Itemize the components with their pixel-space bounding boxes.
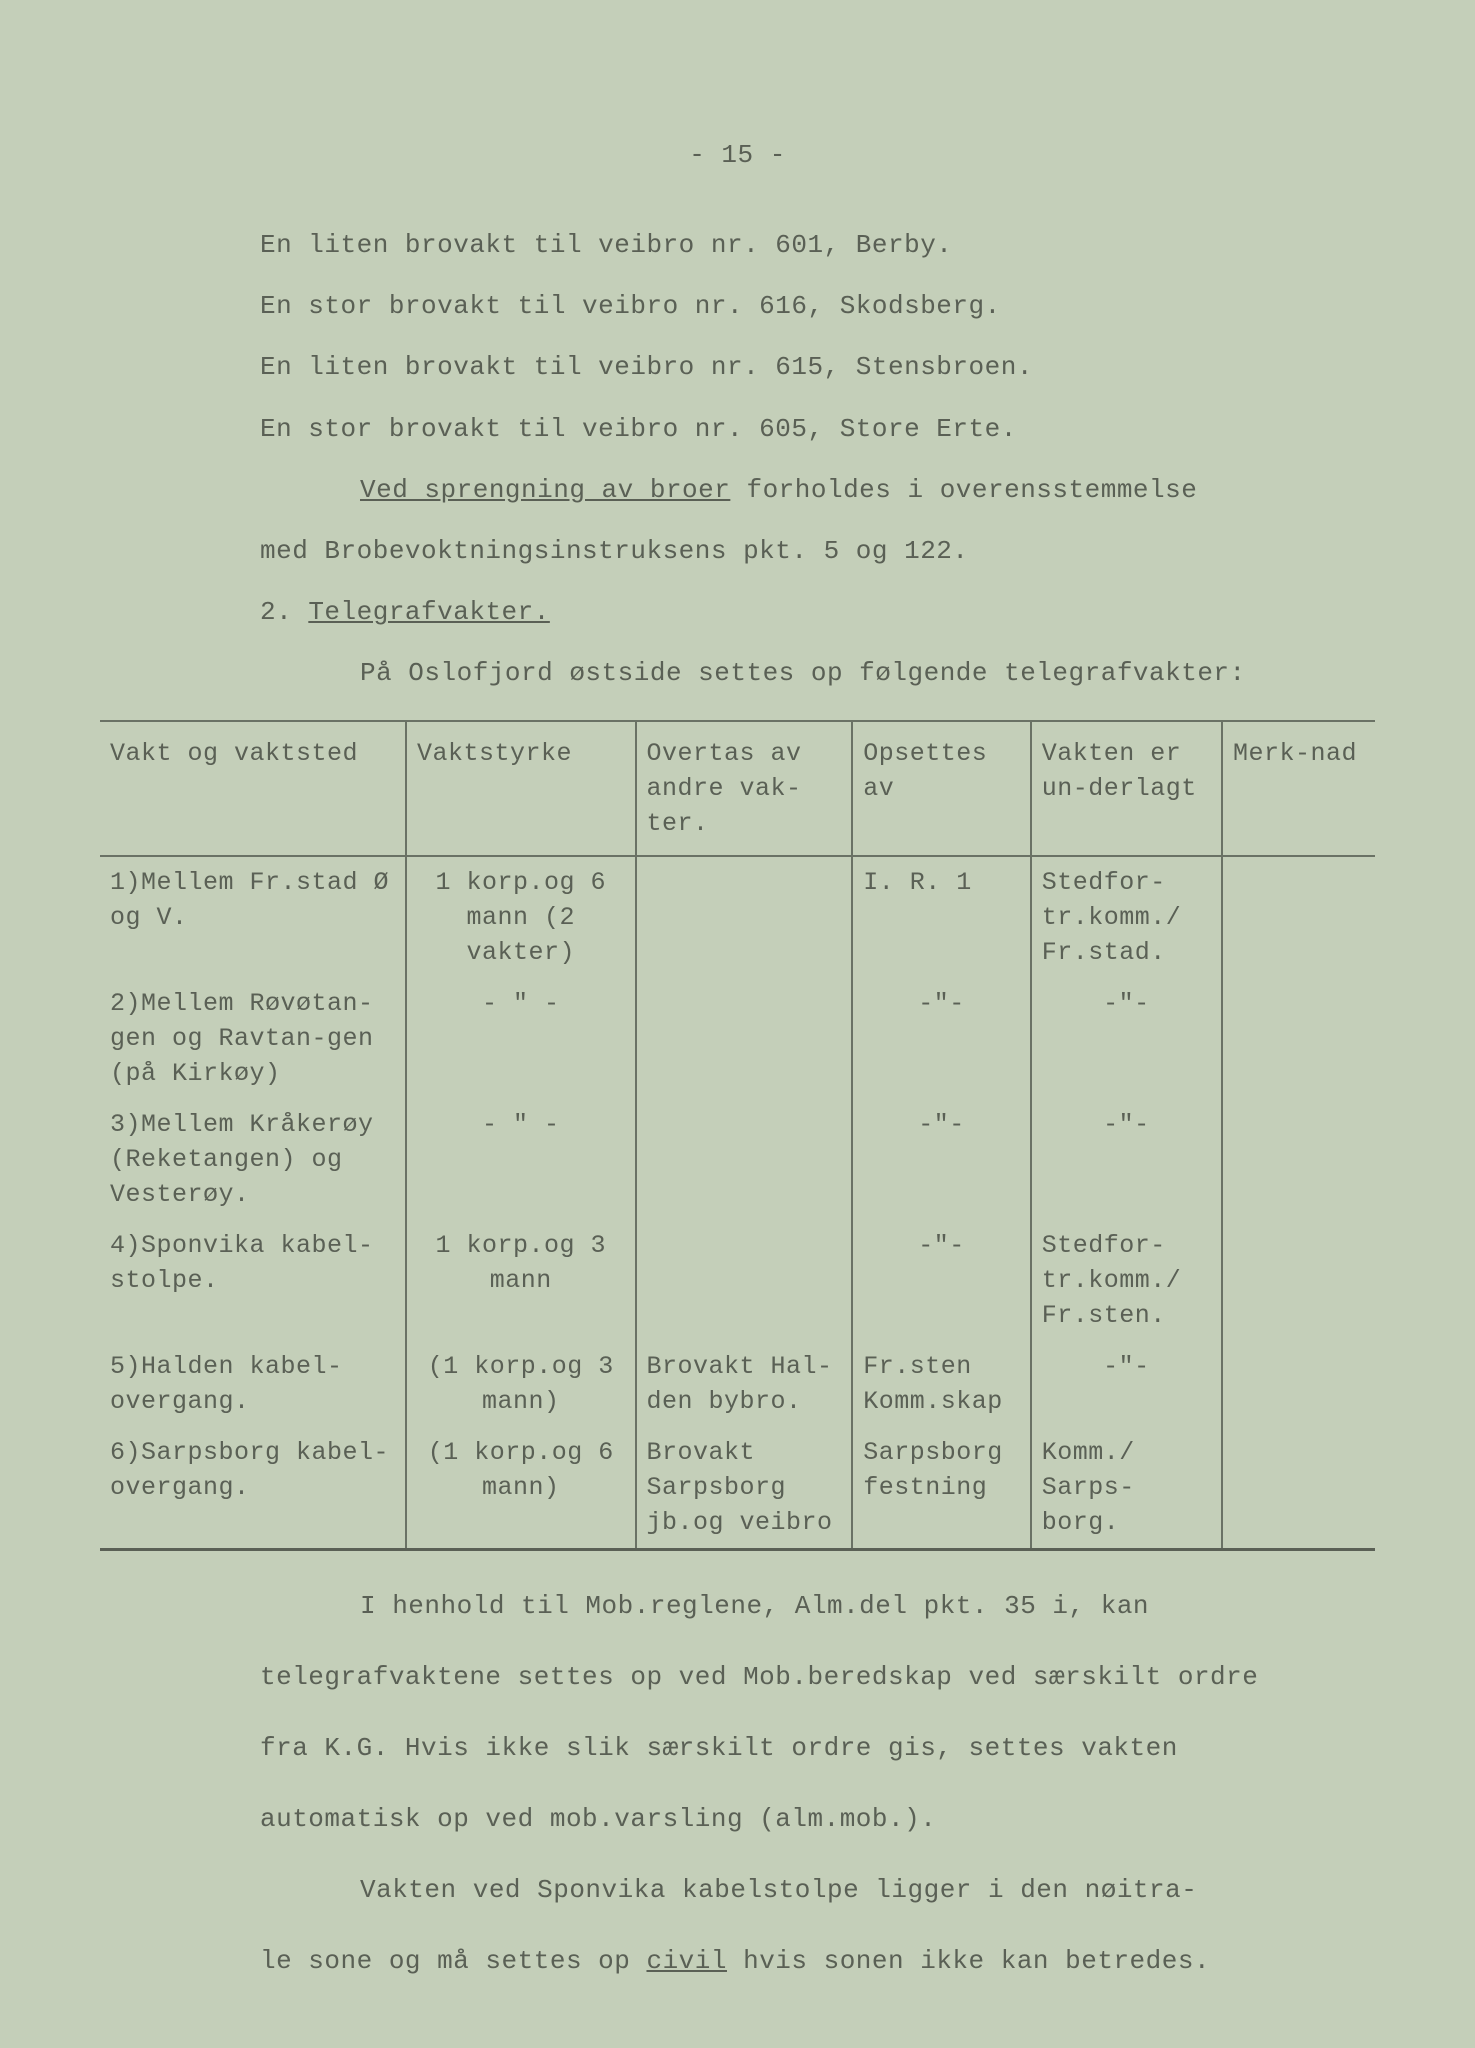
table-row: 3)Mellem Kråkerøy (Reketangen) og Vester… [100, 1099, 1375, 1220]
table-cell: Brovakt Sarpsborg jb.og veibro [636, 1427, 853, 1550]
brovakt-line-3: En liten brovakt til veibro nr. 615, Ste… [260, 352, 1335, 383]
sprengning-line-2: med Brobevoktningsinstruksens pkt. 5 og … [260, 536, 1335, 567]
table-header-5: Vakten er un-derlagt [1031, 721, 1222, 856]
bottom-line-5: Vakten ved Sponvika kabelstolpe ligger i… [260, 1875, 1335, 1906]
bottom-line-1: I henhold til Mob.reglene, Alm.del pkt. … [260, 1591, 1335, 1622]
table-cell [1222, 978, 1375, 1099]
table-cell: Stedfor-tr.komm./ Fr.stad. [1031, 856, 1222, 978]
table-cell: -"- [1031, 1099, 1222, 1220]
table-cell [1222, 1341, 1375, 1427]
table-cell: Brovakt Hal-den bybro. [636, 1341, 853, 1427]
table-header-6: Merk-nad [1222, 721, 1375, 856]
table-cell: - " - [406, 1099, 636, 1220]
page-number: - 15 - [100, 140, 1375, 170]
table-cell: Fr.sten Komm.skap [852, 1341, 1031, 1427]
brovakt-line-2: En stor brovakt til veibro nr. 616, Skod… [260, 291, 1335, 322]
table-cell: 3)Mellem Kråkerøy (Reketangen) og Vester… [100, 1099, 406, 1220]
table-row: 5)Halden kabel-overgang. (1 korp.og 3 ma… [100, 1341, 1375, 1427]
table-cell: Komm./ Sarps-borg. [1031, 1427, 1222, 1550]
bottom-line-6-post: hvis sonen ikke kan betredes. [727, 1946, 1210, 1976]
table-cell: 6)Sarpsborg kabel-overgang. [100, 1427, 406, 1550]
bottom-line-3: fra K.G. Hvis ikke slik særskilt ordre g… [260, 1733, 1335, 1764]
table-cell: 1 korp.og 3 mann [406, 1220, 636, 1341]
bottom-paragraph: I henhold til Mob.reglene, Alm.del pkt. … [100, 1591, 1375, 1978]
table-cell: 1 korp.og 6 mann (2 vakter) [406, 856, 636, 978]
brovakt-line-4: En stor brovakt til veibro nr. 605, Stor… [260, 414, 1335, 445]
brovakt-line-1: En liten brovakt til veibro nr. 601, Ber… [260, 230, 1335, 261]
table-cell: 4)Sponvika kabel-stolpe. [100, 1220, 406, 1341]
sprengning-rest: forholdes i overensstemmelse [730, 475, 1197, 505]
table-cell: I. R. 1 [852, 856, 1031, 978]
table-cell [636, 978, 853, 1099]
table-cell: -"- [852, 1220, 1031, 1341]
table-cell [1222, 1220, 1375, 1341]
sprengning-line-1: Ved sprengning av broer forholdes i over… [260, 475, 1335, 506]
table-header-2: Vaktstyrke [406, 721, 636, 856]
table-header-row: Vakt og vaktsted Vaktstyrke Overtas av a… [100, 721, 1375, 856]
table-cell: -"- [852, 978, 1031, 1099]
table-cell: (1 korp.og 3 mann) [406, 1341, 636, 1427]
table-cell: - " - [406, 978, 636, 1099]
section-2-heading: 2. Telegrafvakter. [260, 597, 1335, 628]
table-cell [636, 856, 853, 978]
table-cell [636, 1220, 853, 1341]
table-cell: 2)Mellem Røvøtan-gen og Ravtan-gen (på K… [100, 978, 406, 1099]
table-cell [1222, 856, 1375, 978]
table-cell: -"- [1031, 1341, 1222, 1427]
section-2-prefix: 2. [260, 597, 308, 627]
section-2-title: Telegrafvakter. [308, 597, 550, 627]
telegrafvakter-table: Vakt og vaktsted Vaktstyrke Overtas av a… [100, 720, 1375, 1551]
table-row: 1)Mellem Fr.stad Ø og V. 1 korp.og 6 man… [100, 856, 1375, 978]
table-cell: -"- [852, 1099, 1031, 1220]
table-row: 4)Sponvika kabel-stolpe. 1 korp.og 3 man… [100, 1220, 1375, 1341]
table-cell [1222, 1427, 1375, 1550]
table-cell: 5)Halden kabel-overgang. [100, 1341, 406, 1427]
section-2-intro: På Oslofjord østside settes op følgende … [260, 658, 1335, 689]
table-cell: (1 korp.og 6 mann) [406, 1427, 636, 1550]
table-header-4: Opsettes av [852, 721, 1031, 856]
table-cell: Stedfor-tr.komm./ Fr.sten. [1031, 1220, 1222, 1341]
table-row: 2)Mellem Røvøtan-gen og Ravtan-gen (på K… [100, 978, 1375, 1099]
bottom-line-6-pre: le sone og må settes op [260, 1946, 646, 1976]
document-content: En liten brovakt til veibro nr. 601, Ber… [100, 230, 1375, 690]
bottom-line-2: telegrafvaktene settes op ved Mob.bereds… [260, 1662, 1335, 1693]
table-cell [636, 1099, 853, 1220]
table-row: 6)Sarpsborg kabel-overgang. (1 korp.og 6… [100, 1427, 1375, 1550]
table-header-1: Vakt og vaktsted [100, 721, 406, 856]
bottom-line-6: le sone og må settes op civil hvis sonen… [260, 1946, 1335, 1977]
bottom-line-4: automatisk op ved mob.varsling (alm.mob.… [260, 1804, 1335, 1835]
sprengning-underlined: Ved sprengning av broer [360, 475, 730, 505]
table-cell [1222, 1099, 1375, 1220]
table-cell: -"- [1031, 978, 1222, 1099]
bottom-line-6-underline: civil [646, 1946, 727, 1976]
table-cell: 1)Mellem Fr.stad Ø og V. [100, 856, 406, 978]
table-cell: Sarpsborg festning [852, 1427, 1031, 1550]
table-header-3: Overtas av andre vak-ter. [636, 721, 853, 856]
